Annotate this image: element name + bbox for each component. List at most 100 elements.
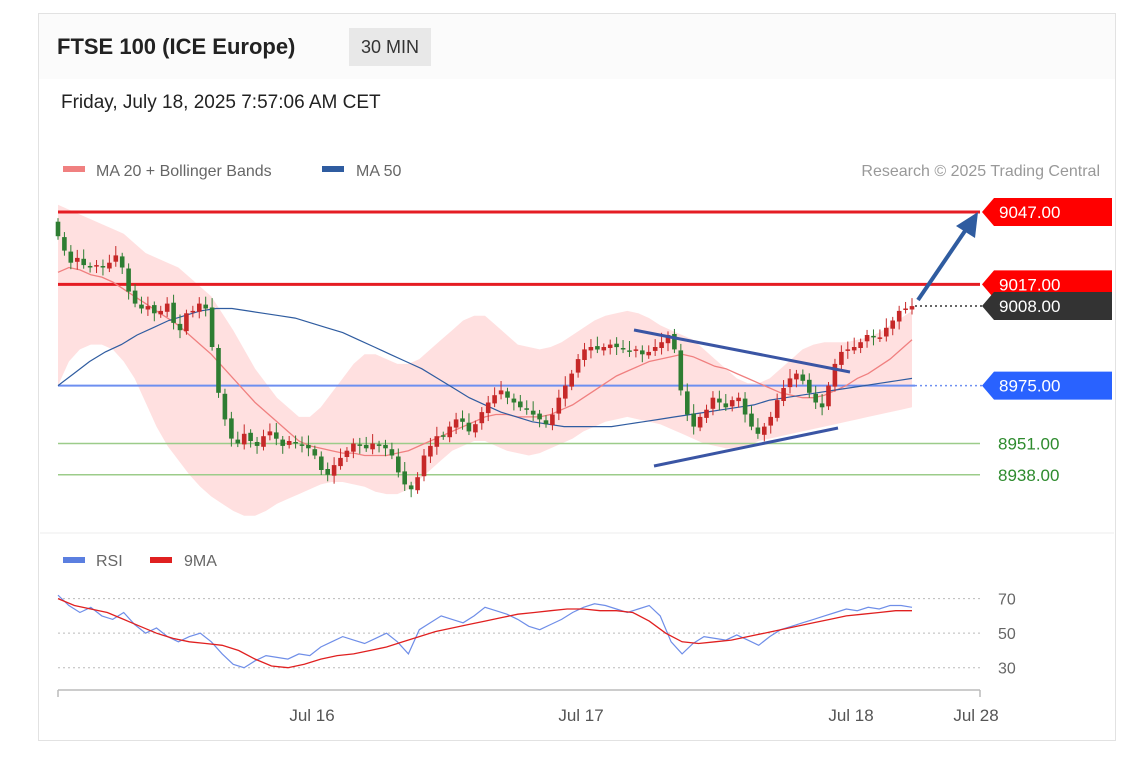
candle-body xyxy=(254,442,260,446)
candle-body xyxy=(620,348,626,350)
candle-body xyxy=(319,456,324,470)
rsi-tick-label: 50 xyxy=(998,626,1016,643)
candle-body xyxy=(119,256,125,268)
candle-body xyxy=(145,306,151,310)
candle-body xyxy=(665,335,671,344)
candle-body xyxy=(691,413,696,427)
level-tag-pivot xyxy=(982,371,1112,400)
candle-body xyxy=(190,310,196,313)
candle-body xyxy=(563,385,568,399)
candle-body xyxy=(678,350,684,391)
level-label-support: 8938.00 xyxy=(998,466,1059,485)
bollinger-bands xyxy=(58,204,912,516)
candle-body xyxy=(171,302,176,323)
candle-body xyxy=(704,409,709,418)
candle-body xyxy=(627,350,632,352)
candle-body xyxy=(556,397,562,414)
candle-body xyxy=(710,397,716,409)
candle-body xyxy=(511,398,517,403)
candle-body xyxy=(890,320,895,329)
candle-body xyxy=(588,347,594,351)
candle-body xyxy=(774,400,780,418)
candle-body xyxy=(248,432,253,441)
legend-swatch-rsi xyxy=(63,557,85,563)
candle-body xyxy=(479,412,485,424)
candle-body xyxy=(807,379,812,393)
candle-body xyxy=(408,485,414,490)
legend-label-rsi: RSI xyxy=(96,553,123,570)
candle-body xyxy=(473,424,478,433)
level-tag-last xyxy=(982,292,1112,321)
candle-body xyxy=(331,465,337,476)
rsi-panel: 70 50 30 xyxy=(57,592,1016,678)
candle-body xyxy=(851,347,857,351)
candle-body xyxy=(222,393,228,420)
trendline-lower xyxy=(653,426,839,468)
level-label-last: 9008.00 xyxy=(999,297,1060,316)
research-credit: Research © 2025 Trading Central xyxy=(861,163,1100,180)
x-tick-jul17: Jul 17 xyxy=(558,706,603,725)
candle-body xyxy=(113,255,119,262)
timeframe-badge[interactable]: 30 MIN xyxy=(349,28,432,66)
level-label-pivot: 8975.00 xyxy=(999,377,1060,396)
level-tag-resistance xyxy=(982,198,1112,227)
candle-body xyxy=(158,310,163,315)
candle-body xyxy=(794,373,799,380)
candle-body xyxy=(389,449,395,456)
candle-body xyxy=(139,304,144,309)
timestamp: Friday, July 18, 2025 7:57:06 AM CET xyxy=(61,92,381,113)
bollinger-band-area xyxy=(58,204,912,516)
candle-body xyxy=(485,402,491,414)
candle-body xyxy=(896,310,902,322)
legend-label-ma20: MA 20 + Bollinger Bands xyxy=(96,163,272,180)
candle-body xyxy=(659,342,664,348)
candle-body xyxy=(286,441,292,445)
candle-body xyxy=(607,344,613,348)
candle-body xyxy=(537,413,542,420)
candle-body xyxy=(729,400,735,407)
candle-body xyxy=(164,303,170,312)
candle-body xyxy=(415,477,420,491)
candle-body xyxy=(312,449,318,456)
candle-body xyxy=(652,347,658,351)
candle-body xyxy=(306,444,311,449)
legend-swatch-ma20 xyxy=(63,166,85,172)
candle-body xyxy=(363,444,369,449)
candle-body xyxy=(839,351,844,365)
x-tick-jul16: Jul 16 xyxy=(289,706,334,725)
candle-body xyxy=(466,422,472,432)
candle-body xyxy=(909,306,915,310)
x-tick-jul28: Jul 28 xyxy=(953,706,998,725)
level-tag-resistance xyxy=(982,270,1112,299)
candle-body xyxy=(55,221,61,237)
candle-body xyxy=(640,350,645,355)
level-label-support: 8951.00 xyxy=(998,434,1059,453)
candle-body xyxy=(614,343,619,348)
candle-body xyxy=(447,426,452,438)
candle-body xyxy=(241,433,247,445)
candle-body xyxy=(441,435,446,437)
candle-body xyxy=(787,378,793,388)
legend-label-ma50: MA 50 xyxy=(356,163,401,180)
candle-body xyxy=(81,258,86,266)
candle-body xyxy=(749,413,754,427)
candle-body xyxy=(685,391,690,415)
candle-body xyxy=(100,266,106,268)
level-label-resistance: 9017.00 xyxy=(999,275,1060,294)
candle-body xyxy=(601,347,607,351)
candle-body xyxy=(717,398,722,403)
candle-body xyxy=(203,304,208,309)
candle-body xyxy=(235,439,241,444)
candle-body xyxy=(184,313,189,332)
candle-body xyxy=(421,455,427,477)
candle-body xyxy=(274,432,279,439)
candle-body xyxy=(75,257,80,262)
candle-body xyxy=(826,385,831,407)
candle-body xyxy=(742,398,748,415)
candle-body xyxy=(768,416,773,426)
candle-body xyxy=(280,439,285,446)
candle-body xyxy=(871,335,876,338)
candle-body xyxy=(68,251,74,263)
trendlines xyxy=(633,212,978,468)
